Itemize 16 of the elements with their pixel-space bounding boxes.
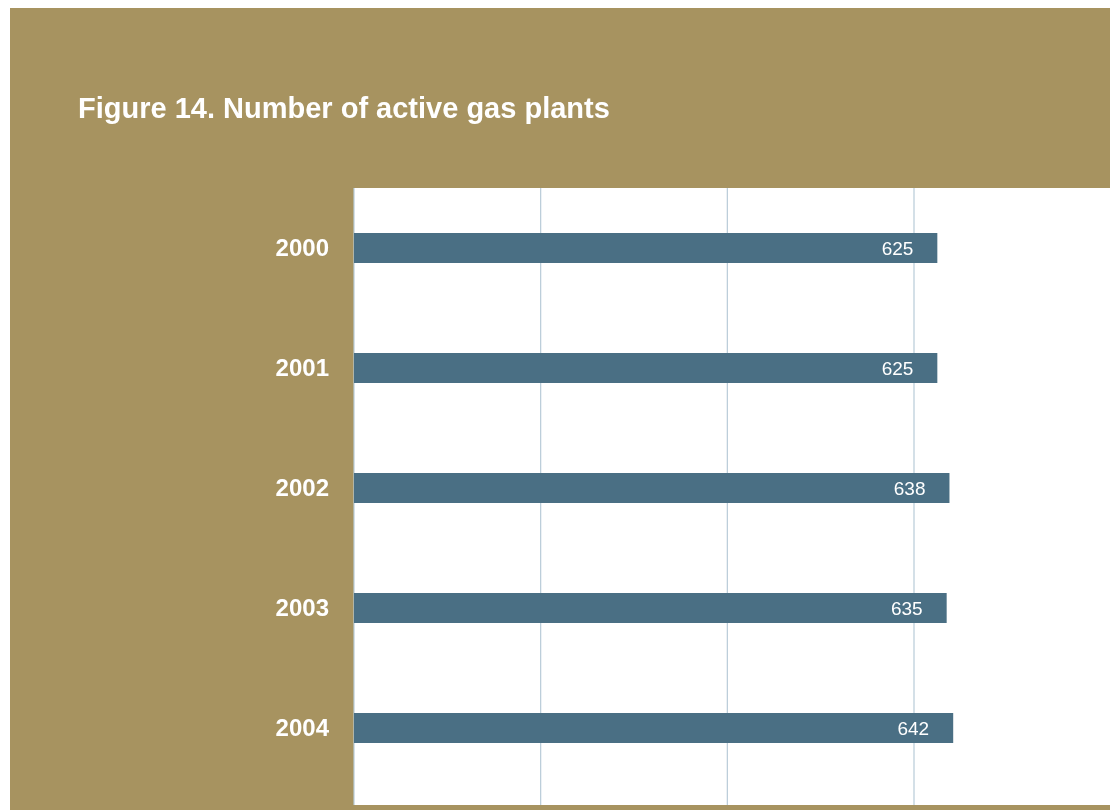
y-tick-label: 2000	[275, 234, 329, 262]
bar	[354, 593, 947, 623]
data-label: 638	[893, 477, 926, 499]
bar	[354, 353, 938, 383]
data-label: 642	[897, 717, 930, 739]
y-tick-label: 2001	[275, 354, 329, 382]
data-label: 625	[881, 357, 914, 379]
y-tick-label: 2003	[275, 594, 329, 622]
bar	[354, 473, 950, 503]
data-label: 625	[881, 237, 914, 259]
y-tick-label: 2004	[275, 714, 330, 742]
bar	[354, 233, 938, 263]
chart-title: Figure 14. Number of active gas plants	[78, 92, 610, 124]
y-tick-label: 2002	[275, 474, 329, 502]
bar	[354, 713, 954, 743]
data-label: 635	[890, 597, 923, 619]
